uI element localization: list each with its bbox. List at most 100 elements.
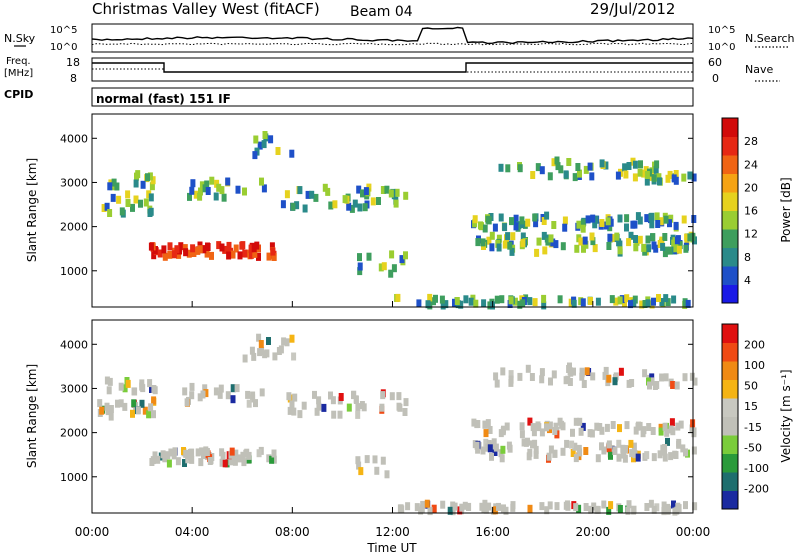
heatmap-cell bbox=[624, 294, 630, 303]
noise-left-tick-bottom: 10^0 bbox=[50, 42, 77, 53]
heatmap-cell bbox=[675, 502, 681, 511]
heatmap-cell bbox=[520, 232, 526, 241]
beam-title: Beam 04 bbox=[350, 4, 413, 20]
heatmap-cell bbox=[161, 245, 167, 254]
heatmap-cell bbox=[584, 367, 590, 376]
heatmap-cell bbox=[668, 452, 674, 461]
heatmap-cell bbox=[624, 421, 630, 430]
heatmap-cell bbox=[217, 390, 223, 399]
heatmap-cell bbox=[337, 410, 343, 419]
heatmap-cell bbox=[376, 197, 381, 205]
heatmap-cell bbox=[578, 297, 584, 306]
heatmap-cell bbox=[567, 378, 573, 386]
heatmap-cell bbox=[172, 447, 178, 456]
heatmap-cell bbox=[541, 217, 547, 225]
heatmap-cell bbox=[149, 458, 155, 466]
heatmap-cell bbox=[108, 412, 114, 421]
heatmap-cell bbox=[105, 407, 111, 416]
heatmap-cell bbox=[452, 298, 457, 307]
heatmap-cell bbox=[242, 249, 248, 258]
heatmap-cell bbox=[492, 506, 498, 515]
heatmap-cell bbox=[355, 456, 361, 465]
heatmap-cell bbox=[454, 297, 460, 305]
heatmap-cell bbox=[663, 215, 669, 224]
heatmap-cell bbox=[489, 231, 495, 240]
heatmap-cell bbox=[601, 446, 607, 455]
heatmap-cell bbox=[450, 507, 456, 516]
velocity-heatmap-cells bbox=[97, 333, 698, 516]
heatmap-cell bbox=[639, 300, 645, 309]
power-colorbar-label: Power [dB] bbox=[779, 177, 793, 242]
heatmap-cell bbox=[254, 241, 260, 250]
heatmap-cell bbox=[655, 220, 661, 228]
heatmap-cell bbox=[548, 377, 553, 386]
heatmap-cell bbox=[171, 250, 177, 259]
heatmap-cell bbox=[566, 158, 572, 166]
heatmap-cell bbox=[673, 451, 679, 459]
heatmap-cell bbox=[583, 503, 589, 511]
heatmap-cell bbox=[662, 422, 668, 431]
heatmap-cell bbox=[290, 202, 296, 211]
heatmap-cell bbox=[683, 244, 689, 253]
heatmap-cell bbox=[502, 240, 508, 249]
heatmap-cell bbox=[130, 409, 135, 418]
heatmap-cell bbox=[550, 238, 556, 247]
heatmap-cell bbox=[656, 294, 661, 302]
heatmap-cell bbox=[633, 243, 639, 252]
heatmap-cell bbox=[148, 242, 154, 251]
heatmap-cell bbox=[583, 165, 589, 174]
heatmap-cell bbox=[175, 457, 181, 466]
heatmap-cell bbox=[168, 448, 174, 457]
heatmap-cell bbox=[644, 214, 650, 223]
heatmap-cell bbox=[573, 417, 579, 426]
heatmap-cell bbox=[185, 455, 191, 464]
heatmap-cell bbox=[632, 173, 638, 182]
heatmap-cell bbox=[305, 190, 311, 199]
heatmap-cell bbox=[644, 171, 650, 179]
heatmap-cell bbox=[222, 459, 228, 468]
heatmap-cell bbox=[500, 367, 506, 376]
heatmap-cell bbox=[589, 172, 595, 181]
heatmap-cell bbox=[641, 243, 647, 252]
heatmap-cell bbox=[297, 186, 303, 195]
heatmap-cell bbox=[532, 298, 538, 307]
heatmap-cell bbox=[651, 453, 657, 462]
heatmap-cell bbox=[628, 231, 634, 240]
heatmap-cell bbox=[198, 187, 203, 196]
colorbar-swatch bbox=[722, 435, 738, 454]
heatmap-cell bbox=[219, 186, 225, 195]
heatmap-cell bbox=[151, 410, 156, 419]
heatmap-cell bbox=[673, 221, 679, 230]
colorbar-swatch bbox=[722, 173, 738, 193]
heatmap-cell bbox=[692, 502, 698, 511]
heatmap-cell bbox=[248, 244, 254, 253]
heatmap-cell bbox=[416, 299, 422, 308]
heatmap-cell bbox=[147, 172, 153, 181]
heatmap-cell bbox=[253, 399, 258, 408]
heatmap-cell bbox=[197, 192, 203, 201]
heatmap-cell bbox=[552, 427, 558, 435]
heatmap-cell bbox=[548, 445, 554, 454]
heatmap-cell bbox=[664, 428, 670, 437]
heatmap-cell bbox=[613, 297, 619, 306]
heatmap-cell bbox=[539, 428, 545, 437]
heatmap-cell bbox=[640, 429, 646, 438]
heatmap-cell bbox=[228, 457, 234, 466]
heatmap-cell bbox=[643, 166, 649, 175]
heatmap-cell bbox=[462, 501, 468, 510]
heatmap-cell bbox=[355, 403, 361, 412]
y-tick-label: 4000 bbox=[60, 132, 88, 145]
colorbar-tick-label: 200 bbox=[744, 339, 765, 352]
heatmap-cell bbox=[107, 209, 113, 217]
heatmap-cell bbox=[520, 239, 526, 248]
nave-label: Nave bbox=[745, 63, 773, 76]
x-ticks: 00:00 04:00 08:00 12:00 16:00 20:00 00:00 bbox=[75, 301, 710, 539]
heatmap-cell bbox=[358, 467, 364, 476]
heatmap-cell bbox=[533, 219, 539, 228]
heatmap-cell bbox=[115, 399, 120, 408]
heatmap-cell bbox=[691, 173, 697, 182]
freq-left-tick-bottom: 8 bbox=[70, 72, 77, 85]
heatmap-cell bbox=[563, 170, 569, 179]
heatmap-cell bbox=[626, 379, 632, 388]
heatmap-cell bbox=[533, 450, 539, 459]
